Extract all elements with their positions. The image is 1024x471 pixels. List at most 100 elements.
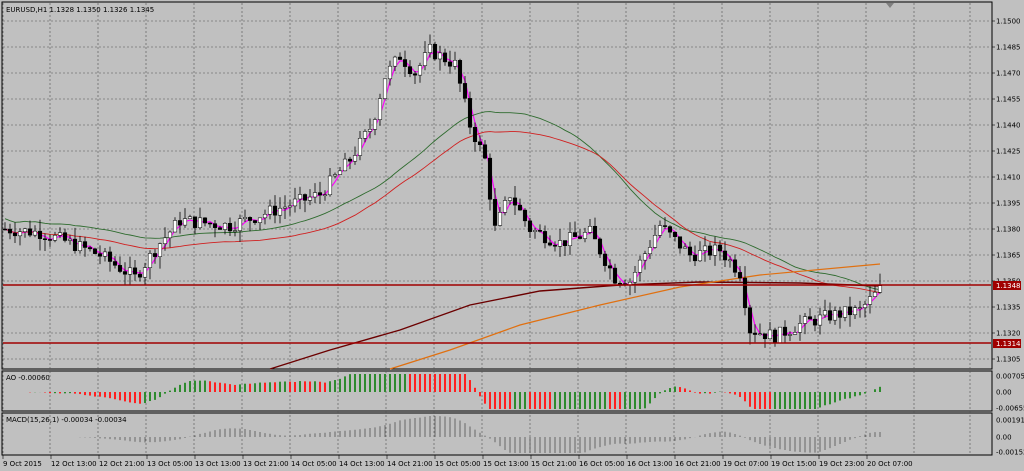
bull-candle (282, 206, 288, 209)
bear-candle (732, 259, 738, 273)
bull-candle (102, 251, 108, 257)
bull-candle (382, 78, 388, 99)
bear-candle (662, 225, 668, 227)
bear-candle (92, 248, 98, 254)
bull-candle (167, 231, 173, 239)
time-axis-label: 13 Oct 13:00 (195, 460, 241, 468)
macd-panel (1, 412, 993, 456)
bear-candle (607, 265, 613, 269)
bear-candle (397, 56, 403, 60)
price-tick-label: 1.1365 (996, 252, 1021, 260)
bear-candle (12, 232, 18, 237)
bear-candle (7, 228, 13, 234)
bear-candle (82, 241, 88, 248)
bull-candle (332, 174, 338, 177)
bear-candle (192, 216, 198, 228)
bull-candle (832, 310, 838, 321)
price-tick-label: 1.1335 (996, 304, 1021, 312)
time-axis-label: 13 Oct 05:00 (147, 460, 193, 468)
bear-candle (672, 231, 678, 237)
bear-candle (97, 253, 103, 257)
bear-candle (42, 238, 48, 240)
bull-candle (52, 235, 58, 241)
bear-candle (107, 251, 113, 262)
bull-candle (417, 65, 423, 76)
current-price-label: 1.1348 (996, 282, 1021, 290)
bear-candle (112, 261, 118, 266)
macd-tick-label: 0.00191 (996, 417, 1024, 425)
bear-candle (402, 59, 408, 67)
bear-candle (667, 226, 673, 233)
bear-candle (542, 231, 548, 244)
bear-candle (477, 141, 483, 145)
bull-candle (287, 205, 293, 208)
bear-candle (347, 158, 353, 162)
bear-candle (472, 127, 478, 143)
bull-candle (387, 65, 393, 80)
bear-candle (137, 273, 143, 278)
ma-red-line (4, 131, 881, 294)
time-axis-label: 16 Oct 05:00 (579, 460, 625, 468)
bull-candle (637, 259, 643, 273)
bull-candle (702, 245, 708, 251)
bull-candle (652, 235, 658, 248)
bear-candle (782, 326, 788, 336)
bull-candle (67, 238, 73, 241)
bull-candle (162, 237, 168, 244)
bull-candle (532, 230, 538, 232)
price-tick-label: 1.1470 (996, 70, 1021, 78)
macd-tick-label: 0.00 (996, 434, 1012, 442)
price-tick-label: 1.1485 (996, 44, 1021, 52)
bull-candle (422, 52, 428, 66)
bull-candle (842, 306, 848, 318)
time-axis-label: 15 Oct 21:00 (531, 460, 577, 468)
bear-candle (122, 271, 128, 275)
bull-candle (327, 175, 333, 196)
bull-candle (857, 307, 863, 309)
bear-candle (847, 306, 853, 316)
bull-candle (362, 131, 368, 139)
bear-candle (442, 52, 448, 63)
time-axis-label: 19 Oct 15:00 (771, 460, 817, 468)
price-tick-label: 1.1320 (996, 330, 1021, 338)
time-axis-label: 20 Oct 07:00 (867, 460, 913, 468)
bear-candle (762, 333, 768, 340)
bear-candle (432, 44, 438, 60)
bear-candle (252, 220, 258, 223)
bear-candle (177, 220, 183, 226)
bear-candle (37, 230, 43, 239)
bear-candle (752, 332, 758, 335)
bull-candle (147, 253, 153, 268)
bull-candle (342, 158, 348, 172)
bear-candle (212, 223, 218, 228)
bear-candle (517, 204, 523, 211)
bull-candle (232, 230, 238, 232)
bull-candle (222, 223, 228, 230)
support-price-box (993, 339, 1021, 348)
bull-candle (427, 44, 433, 53)
chart-shift-icon[interactable] (886, 3, 894, 8)
main-panel (1, 1, 993, 370)
bear-candle (522, 209, 528, 222)
ao-panel (1, 370, 993, 412)
ao-title: AO -0.00060 (6, 374, 50, 382)
time-axis-label: 14 Oct 21:00 (387, 460, 433, 468)
bear-candle (562, 240, 568, 246)
bull-candle (497, 212, 503, 226)
bear-candle (462, 83, 468, 99)
bull-candle (257, 217, 263, 223)
price-tick-label: 1.1380 (996, 226, 1021, 234)
bull-candle (817, 314, 823, 326)
time-axis-label: 15 Oct 13:00 (483, 460, 529, 468)
bull-candle (507, 197, 513, 201)
bear-candle (827, 310, 833, 321)
bear-candle (62, 232, 68, 241)
bear-candle (807, 316, 813, 320)
bull-candle (657, 225, 663, 236)
bull-candle (242, 217, 248, 220)
bear-candle (482, 144, 488, 159)
bull-candle (277, 207, 283, 216)
bull-candle (357, 138, 363, 156)
